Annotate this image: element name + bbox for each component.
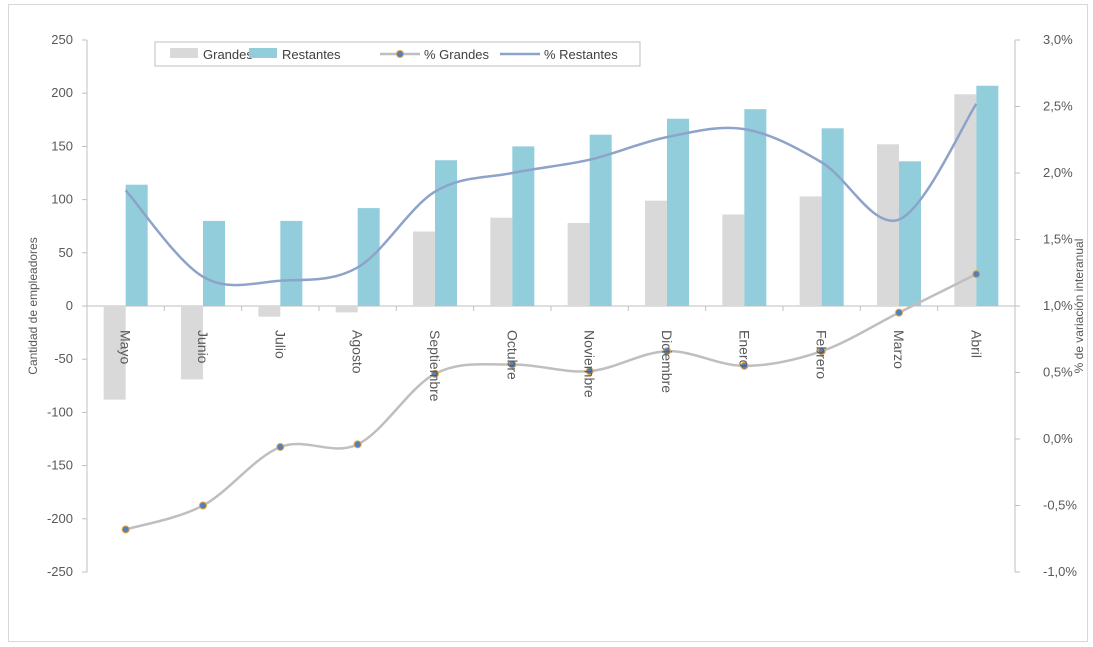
legend-label-grandes: % Grandes <box>424 47 490 62</box>
x-tick-label: Junio <box>195 330 211 364</box>
y-tick-label: 0 <box>66 298 73 313</box>
bar-restantes <box>435 160 457 306</box>
y-tick-label: 250 <box>51 32 73 47</box>
marker-grandes <box>663 347 671 356</box>
bar-grandes <box>954 94 977 306</box>
bar-restantes <box>899 161 921 306</box>
bar-restantes <box>821 128 844 306</box>
bar-restantes <box>744 109 767 306</box>
legend-label-restantes: Restantes <box>282 47 341 62</box>
y-tick-label: -50 <box>54 351 73 366</box>
bar-restantes <box>280 220 303 306</box>
legend-marker-grandes <box>396 50 404 58</box>
marker-grandes <box>508 360 517 369</box>
y-tick-label: 150 <box>51 138 73 153</box>
bar-restantes <box>125 184 148 306</box>
y2-tick-label: 0,0% <box>1043 431 1073 446</box>
bar-grandes <box>877 144 899 306</box>
lines-group <box>121 103 981 534</box>
y-tick-label: 200 <box>51 85 73 100</box>
y2-tick-label: -1,0% <box>1043 564 1077 579</box>
bar-grandes <box>335 306 358 313</box>
marker-grandes <box>353 440 362 449</box>
marker-grandes <box>121 525 130 534</box>
bar-restantes <box>589 134 612 306</box>
x-tick-label: Febrero <box>814 330 830 379</box>
y2-tick-label: 0,5% <box>1043 365 1073 380</box>
legend-label-restantes: % Restantes <box>544 47 618 62</box>
marker-grandes <box>740 361 749 370</box>
marker-grandes <box>199 501 207 510</box>
y2-tick-label: 2,5% <box>1043 99 1073 114</box>
axes-group: 250 200 150 100 50 0 -50 -100 -150 -200 -250 3,0% 2,… <box>47 32 1077 579</box>
bar-restantes <box>203 220 225 306</box>
marker-grandes <box>276 442 285 451</box>
y2-tick-label: 2,0% <box>1043 165 1073 180</box>
bar-grandes <box>490 217 513 306</box>
bars-group <box>103 85 999 400</box>
line-restantes <box>124 103 978 287</box>
bar-restantes <box>512 146 535 306</box>
x-tick-label: Noviembre <box>582 330 598 398</box>
y2-tick-label: 1,5% <box>1043 232 1073 247</box>
bar-grandes <box>181 306 203 380</box>
y-tick-label: -200 <box>47 511 73 526</box>
y2-tick-label: -0,5% <box>1043 498 1077 513</box>
legend-swatch-grandes <box>170 48 198 58</box>
legend-swatch-restantes <box>249 48 277 58</box>
bar-restantes <box>976 85 999 306</box>
bar-grandes <box>799 196 822 306</box>
y-tick-label: 50 <box>59 245 73 260</box>
x-tick-label: Abril <box>968 330 984 358</box>
x-tick-label: Octubre <box>504 330 520 380</box>
y-axis-title: Cantidad de empleadores <box>26 237 40 374</box>
y2-tick-label: 1,0% <box>1043 298 1073 313</box>
x-tick-label: Septiembre <box>427 330 443 402</box>
y-tick-label: -100 <box>47 404 73 419</box>
marker-grandes <box>895 308 903 317</box>
bar-grandes <box>567 223 590 306</box>
x-tick-label: Agosto <box>350 330 366 374</box>
legend-label-grandes: Grandes <box>203 47 253 62</box>
marker-grandes <box>585 367 594 376</box>
category-labels: Mayo Junio Julio Agosto Septiembre Octubre Nov… <box>118 330 985 402</box>
x-tick-label: Marzo <box>891 330 907 369</box>
y-tick-label: -150 <box>47 458 73 473</box>
y-tick-label: 100 <box>51 192 73 207</box>
line-grandes <box>125 272 977 531</box>
bar-grandes <box>258 306 281 317</box>
bar-restantes <box>357 208 380 306</box>
y2-tick-label: 3,0% <box>1043 32 1073 47</box>
bar-grandes <box>722 214 745 306</box>
marker-grandes <box>817 347 826 356</box>
y2-axis-title: % de variación interanual <box>1072 239 1086 374</box>
bar-restantes <box>667 118 689 307</box>
legend: Grandes Restantes % Grandes % Restantes <box>154 41 641 67</box>
bar-grandes <box>103 306 126 400</box>
x-tick-label: Julio <box>272 330 288 359</box>
x-tick-label: Enero <box>736 330 752 368</box>
bar-grandes <box>413 231 435 306</box>
x-tick-label: Mayo <box>118 330 134 364</box>
bar-grandes <box>645 200 667 306</box>
y-tick-label: -250 <box>47 564 73 579</box>
marker-grandes <box>972 270 981 279</box>
x-tick-label: Diciembre <box>659 330 675 393</box>
marker-grandes <box>431 369 439 378</box>
